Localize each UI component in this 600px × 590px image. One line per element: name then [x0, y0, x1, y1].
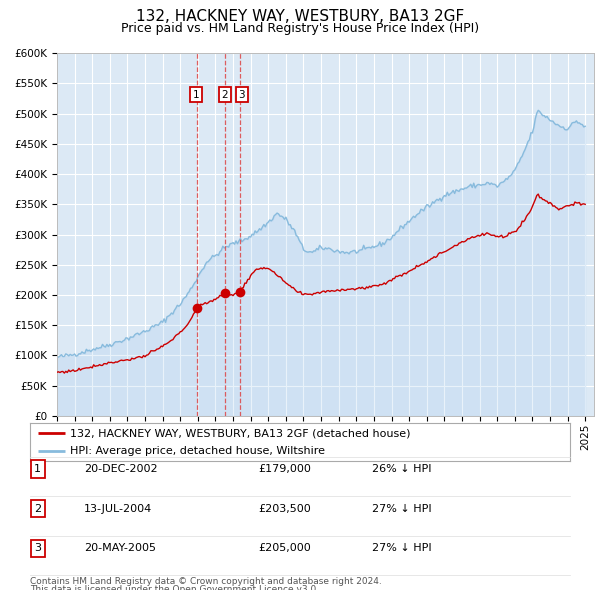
Text: 132, HACKNEY WAY, WESTBURY, BA13 2GF: 132, HACKNEY WAY, WESTBURY, BA13 2GF [136, 9, 464, 24]
Text: 20-DEC-2002: 20-DEC-2002 [84, 464, 158, 474]
Text: 3: 3 [238, 90, 245, 100]
Text: 1: 1 [34, 464, 41, 474]
Text: 132, HACKNEY WAY, WESTBURY, BA13 2GF (detached house): 132, HACKNEY WAY, WESTBURY, BA13 2GF (de… [71, 428, 411, 438]
Text: 20-MAY-2005: 20-MAY-2005 [84, 543, 156, 553]
Text: 27% ↓ HPI: 27% ↓ HPI [372, 504, 431, 513]
Text: Price paid vs. HM Land Registry's House Price Index (HPI): Price paid vs. HM Land Registry's House … [121, 22, 479, 35]
Text: £179,000: £179,000 [258, 464, 311, 474]
Text: This data is licensed under the Open Government Licence v3.0.: This data is licensed under the Open Gov… [30, 585, 319, 590]
Text: 13-JUL-2004: 13-JUL-2004 [84, 504, 152, 513]
Text: 1: 1 [193, 90, 199, 100]
Text: £205,000: £205,000 [258, 543, 311, 553]
Text: HPI: Average price, detached house, Wiltshire: HPI: Average price, detached house, Wilt… [71, 446, 325, 456]
Text: 27% ↓ HPI: 27% ↓ HPI [372, 543, 431, 553]
Text: £203,500: £203,500 [258, 504, 311, 513]
Text: 26% ↓ HPI: 26% ↓ HPI [372, 464, 431, 474]
Text: 2: 2 [34, 504, 41, 513]
Text: 2: 2 [221, 90, 228, 100]
Text: Contains HM Land Registry data © Crown copyright and database right 2024.: Contains HM Land Registry data © Crown c… [30, 577, 382, 586]
Text: 3: 3 [34, 543, 41, 553]
